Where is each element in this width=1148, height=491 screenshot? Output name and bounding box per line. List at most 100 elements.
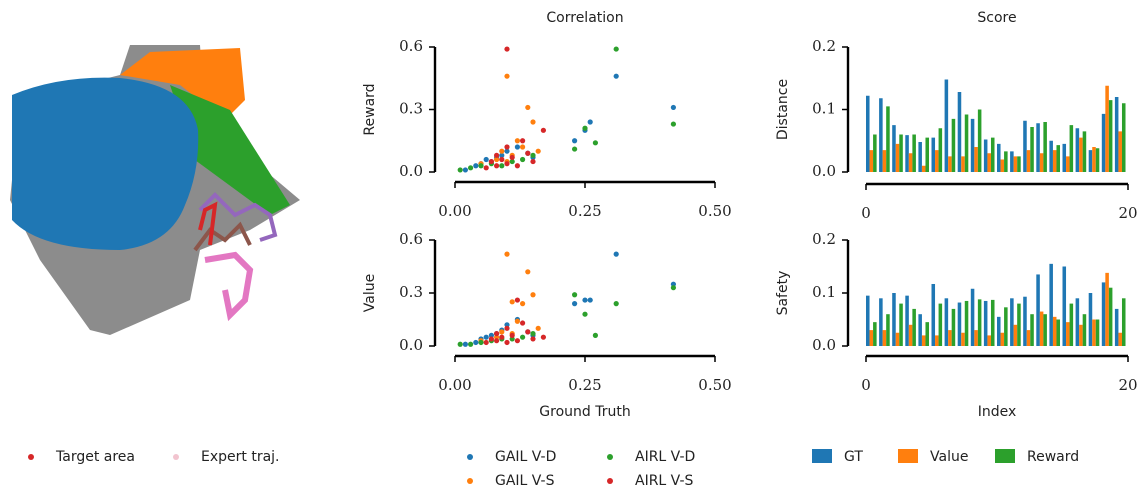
point: [670, 104, 677, 111]
point: [530, 336, 536, 342]
point: [483, 339, 489, 346]
y-tick-label: 0.0: [812, 336, 836, 354]
bar: [892, 293, 896, 346]
bar: [1030, 314, 1034, 346]
bar: [1118, 332, 1122, 346]
point: [504, 339, 510, 346]
point: [514, 163, 521, 169]
legend-dot: [28, 454, 34, 460]
bar: [1092, 319, 1096, 346]
y-tick-label: 0.3: [399, 100, 423, 118]
bar: [1004, 151, 1008, 172]
x-tick-label: 0.25: [568, 376, 601, 394]
point: [520, 144, 526, 150]
bar: [1066, 156, 1070, 172]
legend-dot: [467, 478, 473, 484]
legend-dot: [467, 454, 473, 460]
y-axis-label: Safety: [775, 271, 791, 316]
y-tick-label: 0.1: [812, 283, 836, 301]
brown-traj: [193, 221, 252, 252]
bar: [879, 298, 883, 346]
legend-label: Value: [930, 449, 968, 465]
point: [587, 297, 593, 303]
bar: [964, 114, 969, 172]
bar: [1036, 274, 1040, 346]
bar: [1066, 322, 1070, 346]
bar: [1052, 150, 1057, 172]
point: [525, 104, 531, 111]
bar: [918, 314, 922, 346]
bar: [990, 137, 995, 172]
bar: [964, 300, 969, 346]
bar: [1088, 150, 1093, 172]
point: [520, 334, 526, 340]
y-tick-label: 0.6: [399, 230, 423, 248]
bar: [990, 299, 995, 346]
y-axis-label: Value: [362, 274, 378, 312]
point: [504, 73, 510, 79]
bar: [921, 165, 926, 172]
x-axis-label: Ground Truth: [539, 404, 630, 420]
bar: [974, 330, 978, 346]
point: [670, 121, 677, 127]
point: [520, 301, 526, 307]
bar: [873, 322, 877, 346]
bar: [1013, 156, 1018, 172]
bar: [899, 134, 903, 172]
bar: [944, 79, 949, 172]
legend-swatch: [812, 449, 832, 463]
bar: [921, 335, 926, 346]
point: [504, 46, 510, 52]
point: [468, 165, 474, 171]
point: [530, 158, 536, 165]
bar: [905, 295, 909, 346]
bar: [931, 283, 936, 346]
bar: [948, 330, 952, 346]
bar: [925, 322, 930, 346]
point: [478, 339, 484, 346]
point: [514, 138, 521, 144]
bar: [1049, 263, 1053, 346]
green-region: [170, 85, 290, 215]
bar: [961, 332, 965, 346]
point: [582, 125, 588, 131]
bar: [912, 134, 916, 172]
point: [530, 152, 536, 158]
bar: [1049, 140, 1053, 172]
point: [525, 269, 531, 275]
point: [525, 329, 531, 335]
y-tick-label: 0.0: [399, 162, 423, 180]
bar: [977, 109, 982, 172]
bar: [892, 125, 896, 172]
point: [535, 325, 541, 331]
bar: [1075, 128, 1080, 172]
point: [540, 127, 547, 133]
y-tick-label: 0.0: [812, 162, 836, 180]
point: [494, 338, 500, 344]
purple-traj: [198, 192, 278, 242]
bar: [1105, 272, 1109, 346]
point: [613, 301, 619, 307]
x-tick-label: 20: [1118, 376, 1137, 394]
point: [582, 297, 588, 303]
bar: [1108, 287, 1113, 346]
orange-region: [120, 48, 245, 120]
bar: [931, 137, 936, 172]
bar: [997, 143, 1001, 172]
chart-title: Correlation: [546, 10, 623, 26]
bar: [1114, 97, 1119, 172]
bar: [1023, 296, 1027, 346]
bar: [869, 150, 874, 172]
x-tick-label: 0.00: [438, 202, 471, 220]
point: [457, 167, 463, 173]
bar: [912, 308, 916, 346]
pink-traj: [204, 251, 254, 322]
bar: [1118, 131, 1122, 172]
point: [509, 332, 515, 338]
bar: [895, 332, 900, 346]
point: [520, 138, 526, 144]
bar: [983, 139, 988, 172]
point: [572, 301, 578, 307]
bar: [970, 288, 975, 346]
point: [499, 329, 505, 335]
